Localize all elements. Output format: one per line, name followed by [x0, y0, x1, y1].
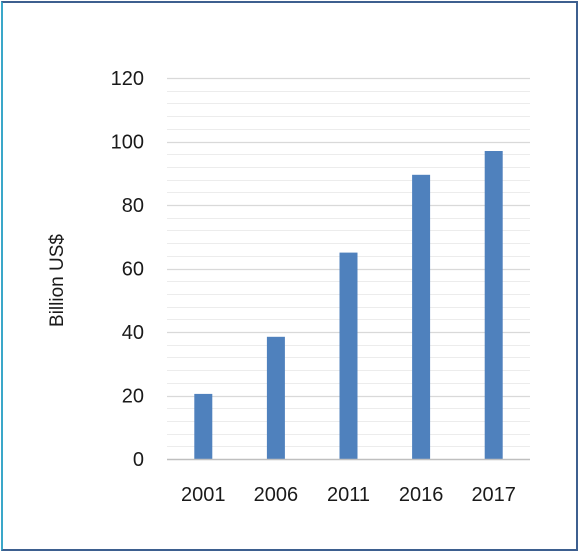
- chart-frame: 0 20 40 60 80 100 120 2001 2006 2011 2016 2017 Bil…: [1, 1, 578, 551]
- bar-2011: [339, 252, 358, 459]
- bar-2001: [194, 393, 213, 459]
- y-tick-label: 60: [122, 259, 144, 281]
- bars: [194, 151, 503, 460]
- y-tick-label: 0: [133, 449, 144, 471]
- y-tick-label: 100: [111, 132, 144, 154]
- y-axis-ticks: 0 20 40 60 80 100 120: [111, 68, 144, 471]
- y-tick-label: 120: [111, 68, 144, 90]
- y-tick-label: 40: [122, 322, 144, 344]
- y-tick-label: 80: [122, 195, 144, 217]
- bar-2006: [266, 336, 285, 459]
- x-axis-ticks: 2001 2006 2011 2016 2017: [181, 484, 516, 506]
- x-tick-label: 2016: [399, 484, 444, 506]
- bar-2017: [484, 151, 503, 459]
- x-tick-label: 2011: [327, 484, 370, 506]
- bar-2016: [412, 174, 431, 460]
- y-axis-label: Billion US$: [47, 234, 68, 327]
- y-tick-label: 20: [122, 386, 144, 408]
- bar-chart: 0 20 40 60 80 100 120 2001 2006 2011 2016 2017 Bil…: [47, 68, 530, 506]
- x-tick-label: 2017: [471, 484, 516, 506]
- x-tick-label: 2006: [254, 484, 299, 506]
- x-tick-label: 2001: [181, 484, 226, 506]
